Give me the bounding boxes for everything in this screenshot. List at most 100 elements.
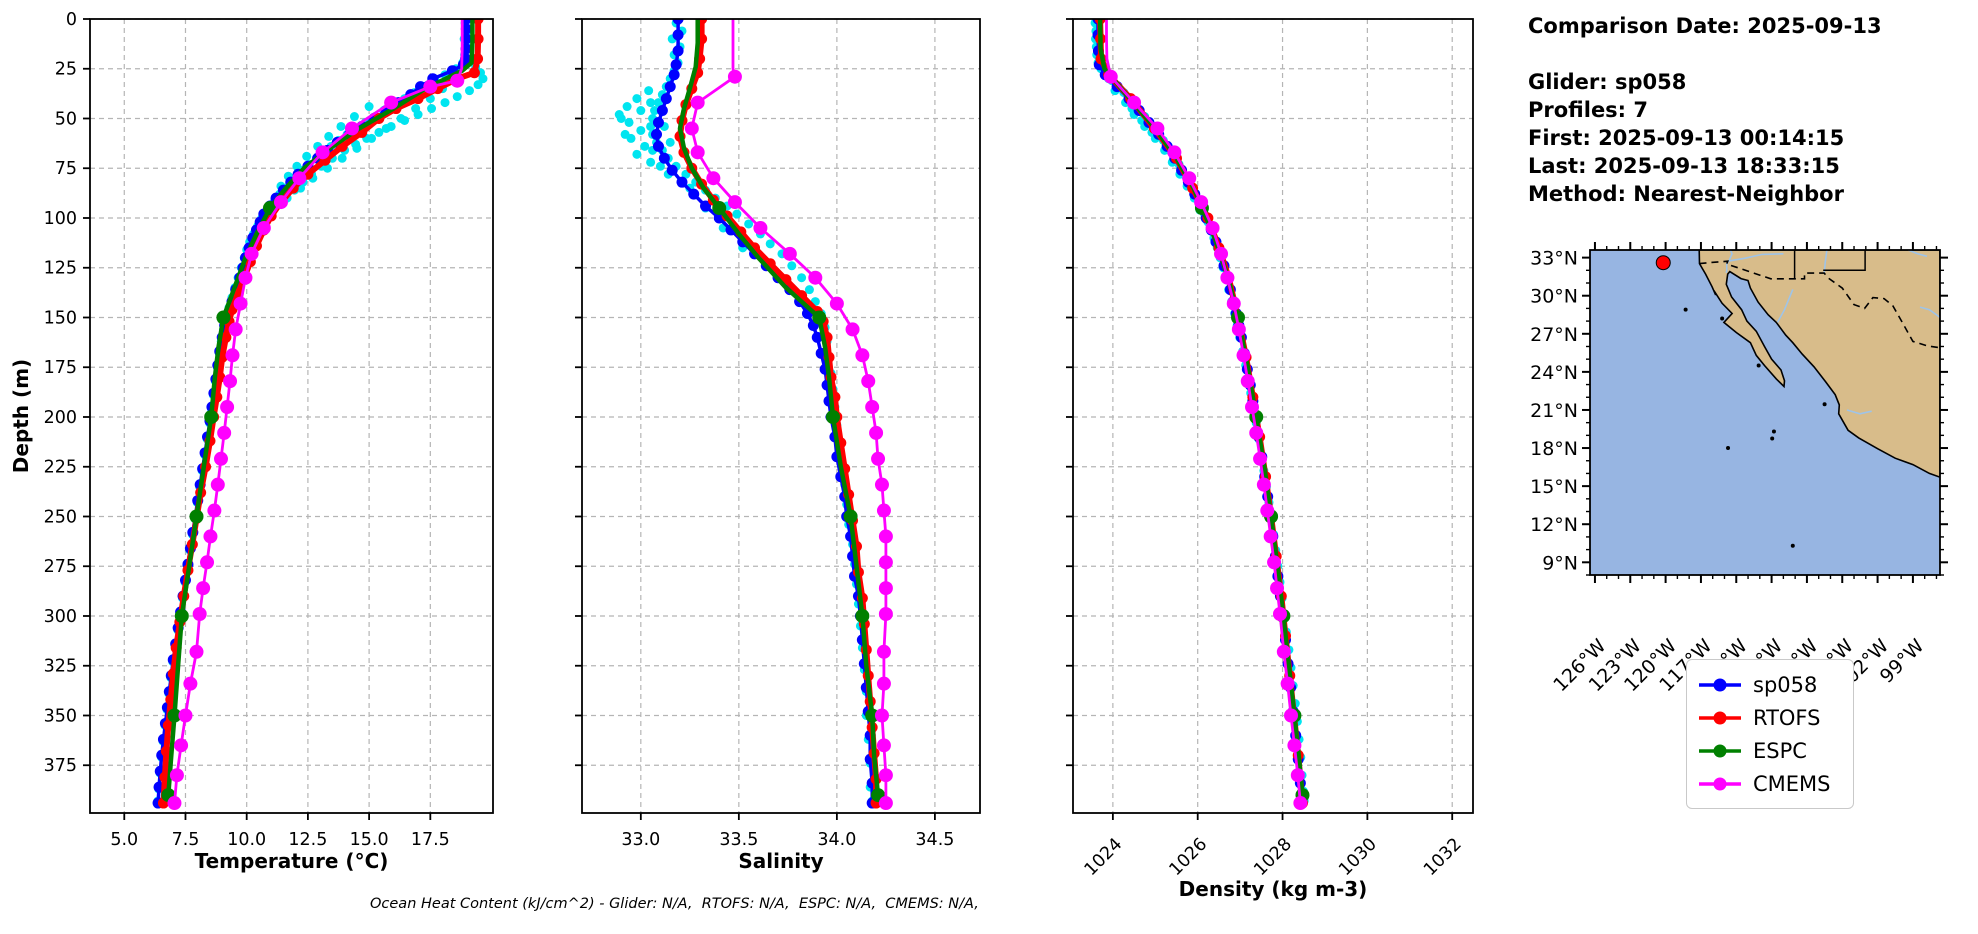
x-tick-label: 17.5 [411, 830, 450, 850]
series-espc [677, 19, 886, 803]
y-tick-label: 325 [44, 657, 77, 677]
map-island [1683, 307, 1688, 312]
map-island [1771, 429, 1776, 434]
legend-line-marker-icon [1699, 777, 1741, 790]
map-river [1907, 250, 1928, 258]
y-tick-label: 175 [44, 358, 77, 378]
legend-label: ESPC [1753, 738, 1807, 763]
y-tick-label: 275 [44, 557, 77, 577]
raw-glider-scatter [153, 19, 488, 806]
legend-line-marker-icon [1699, 744, 1741, 757]
map-lat-label: 18°N [1530, 438, 1578, 460]
legend-label: RTOFS [1753, 705, 1821, 730]
series-sp058 [651, 19, 878, 809]
map-lat-label: 33°N [1530, 248, 1578, 270]
map-lat-label: 15°N [1530, 476, 1578, 498]
info-line-6: Method: Nearest-Neighbor [1528, 182, 1844, 206]
x-tick-label: 33.5 [719, 830, 758, 850]
y-tick-label: 75 [55, 159, 77, 179]
raw-glider-scatter [1090, 19, 1309, 806]
series-rtofs [1094, 19, 1308, 809]
info-line-0: Comparison Date: 2025-09-13 [1528, 14, 1882, 38]
y-tick-label: 250 [44, 507, 77, 527]
legend-item-cmems: CMEMS [1697, 767, 1841, 800]
x-axis-label: Density (kg m-3) [1179, 877, 1368, 901]
y-tick-label: 225 [44, 458, 77, 478]
legend-line-marker-icon [1699, 678, 1741, 691]
map-island [1726, 446, 1731, 451]
y-tick-label: 350 [44, 706, 77, 726]
legend-label: sp058 [1753, 672, 1818, 697]
y-tick-label: 375 [44, 756, 77, 776]
y-tick-label: 150 [44, 308, 77, 328]
map-lat-label: 27°N [1530, 324, 1578, 346]
legend-label: CMEMS [1753, 771, 1831, 796]
x-tick-label: 1030 [1335, 834, 1381, 880]
map-island [1790, 543, 1795, 548]
x-tick-label: 1028 [1250, 834, 1296, 880]
legend-item-espc: ESPC [1697, 734, 1841, 767]
y-axis-label: Depth (m) [9, 359, 33, 473]
map-border-us-mexico [1699, 260, 1940, 349]
map-island [1720, 316, 1725, 321]
info-line-2: Glider: sp058 [1528, 70, 1687, 94]
x-tick-label: 1024 [1081, 834, 1127, 880]
info-line-5: Last: 2025-09-13 18:33:15 [1528, 154, 1840, 178]
glider-location-marker [1655, 255, 1671, 271]
x-tick-label: 1026 [1166, 834, 1212, 880]
map-lat-label: 21°N [1530, 400, 1578, 422]
y-tick-label: 0 [66, 10, 77, 30]
map-lat-label: 30°N [1530, 286, 1578, 308]
panel-salinity: 33.0 33.5 34.0 34.5 Salinity [575, 18, 981, 873]
y-tick-label: 125 [44, 259, 77, 279]
x-tick-label: 33.0 [621, 830, 660, 850]
x-tick-label: 1032 [1420, 834, 1466, 880]
info-line-3: Profiles: 7 [1528, 98, 1649, 122]
y-tick-label: 50 [55, 109, 77, 129]
series-sp058 [1092, 19, 1308, 809]
x-axis-label: Temperature (°C) [195, 849, 389, 873]
map-lat-label: 12°N [1530, 514, 1578, 536]
location-map: 33°N30°N27°N24°N21°N18°N15°N12°N9°N126°W… [1530, 242, 1948, 696]
x-tick-label: 10.0 [227, 830, 266, 850]
series-cmems [684, 19, 893, 811]
legend-item-sp058: sp058 [1697, 668, 1841, 701]
series-cmems [167, 19, 465, 811]
map-river [1725, 250, 1733, 274]
info-line-1 [1528, 40, 1958, 68]
legend-box: sp058 RTOFS ESPC CMEMS [1686, 659, 1854, 809]
map-island [1770, 436, 1775, 441]
map-lat-label: 24°N [1530, 362, 1578, 384]
x-tick-label: 12.5 [288, 830, 327, 850]
panel-temperature: 5.0 7.5 10.0 12.5 15.0 17.5 0 25 50 75 100 125 150 17… [44, 10, 494, 873]
map-river [1846, 409, 1872, 415]
y-tick-label: 25 [55, 60, 77, 80]
panel-density: 1024 1026 1028 1030 1032 Density (kg m-3) [1066, 18, 1474, 901]
info-line-4: First: 2025-09-13 00:14:15 [1528, 126, 1845, 150]
legend-item-rtofs: RTOFS [1697, 701, 1841, 734]
x-tick-label: 34.5 [915, 830, 954, 850]
map-island [1756, 363, 1761, 368]
x-axis-label: Salinity [738, 849, 823, 873]
map-lat-label: 9°N [1542, 552, 1578, 574]
map-river [1776, 289, 1794, 323]
x-tick-label: 15.0 [350, 830, 389, 850]
y-tick-label: 300 [44, 607, 77, 627]
series-cmems [1103, 19, 1308, 811]
series-rtofs [674, 19, 882, 809]
x-tick-label: 5.0 [110, 830, 138, 850]
map-state-line [1823, 250, 1866, 272]
ohc-caption: Ocean Heat Content (kJ/cm^2) - Glider: N… [370, 896, 979, 912]
info-panel: Comparison Date: 2025-09-13 Glider: sp058… [1528, 12, 1958, 208]
map-land [1698, 250, 1940, 479]
legend-line-marker-icon [1699, 711, 1741, 724]
series-sp058 [152, 19, 472, 809]
map-river [1729, 253, 1784, 262]
x-tick-label: 34.0 [817, 830, 856, 850]
series-espc [1097, 19, 1310, 803]
y-tick-label: 100 [44, 209, 77, 229]
x-tick-label: 7.5 [172, 830, 200, 850]
map-island [1822, 402, 1827, 407]
map-river [1919, 306, 1940, 318]
